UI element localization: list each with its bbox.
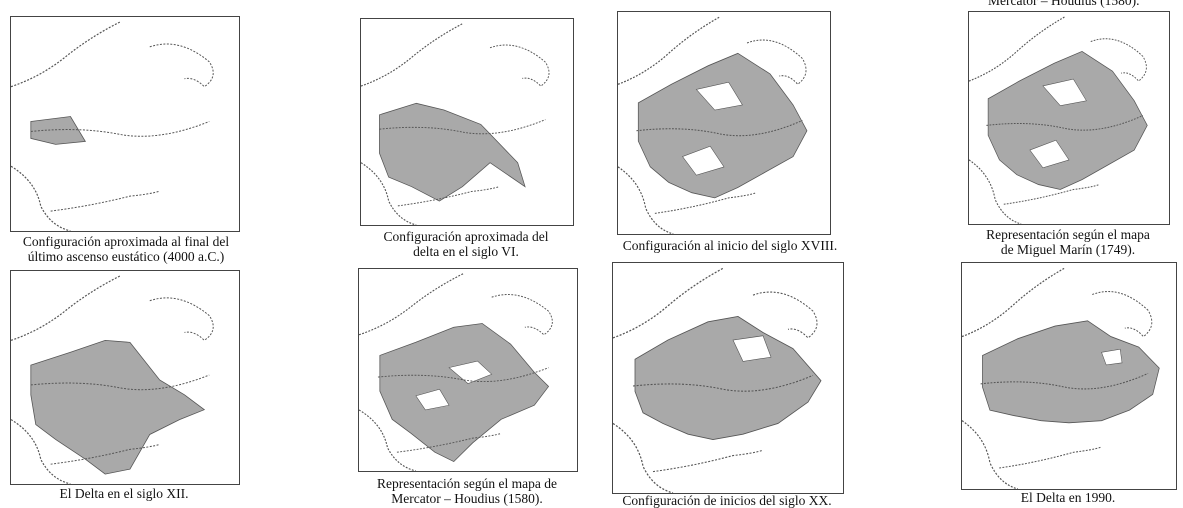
- north-coastline: [11, 21, 121, 88]
- southern-spit: [50, 443, 160, 465]
- north-coastline: [962, 267, 1065, 338]
- southern-spit: [1003, 184, 1100, 205]
- south-coastline: [613, 422, 674, 493]
- southern-spit: [654, 192, 757, 214]
- southern-spit: [999, 446, 1102, 469]
- map-caption-8-line-1: El Delta en 1990.: [1020, 490, 1116, 505]
- map-panel-3: [617, 11, 831, 235]
- south-coastline: [969, 159, 1022, 224]
- lagoon: [448, 360, 493, 384]
- southern-spit: [397, 186, 500, 207]
- map-caption-2-line-1: Configuración aproximada del: [383, 229, 549, 244]
- northern-spit: [752, 291, 818, 339]
- map-panel-5: [10, 270, 240, 485]
- delta-land: [987, 51, 1148, 190]
- northern-spit: [149, 43, 214, 88]
- lagoon: [695, 81, 743, 111]
- delta-map-6: [359, 273, 553, 471]
- map-panel-2: [360, 18, 574, 226]
- north-coastline: [361, 23, 463, 87]
- northern-spit: [746, 39, 807, 85]
- map-caption-1: Configuración aproximada al final del úl…: [0, 234, 252, 264]
- map-caption-6: Representación según el mapa de Mercator…: [350, 476, 584, 506]
- delta-land: [379, 102, 526, 202]
- cut-caption: Mercator – Houdius (1580).: [988, 0, 1178, 9]
- north-coastline: [359, 273, 464, 336]
- map-caption-7-line-1: Configuración de inicios del siglo XX.: [622, 493, 832, 508]
- north-coastline: [613, 267, 724, 339]
- map-caption-6-line-2: Mercator – Houdius (1580).: [391, 491, 543, 506]
- south-coastline: [361, 162, 417, 225]
- river-channel: [980, 372, 1149, 390]
- northern-spit: [1092, 291, 1153, 338]
- map-panel-6: [358, 268, 578, 472]
- lagoon: [1029, 139, 1070, 169]
- lagoon: [1042, 78, 1087, 106]
- river-channel: [379, 119, 546, 135]
- map-caption-2: Configuración aproximada del delta en el…: [355, 229, 577, 259]
- map-caption-4-line-2: de Miguel Marín (1749).: [1000, 242, 1136, 257]
- north-coastline: [11, 275, 121, 341]
- south-coastline: [962, 420, 1018, 489]
- river-channel: [632, 374, 814, 392]
- northern-spit: [1090, 38, 1147, 82]
- lagoon: [732, 335, 772, 362]
- map-caption-1-line-2: último ascenso eustático (4000 a.C.): [27, 249, 225, 264]
- delta-land: [982, 320, 1160, 424]
- lagoon: [682, 145, 725, 176]
- delta-map-3: [618, 16, 808, 234]
- delta-land: [637, 52, 808, 199]
- delta-map-5: [11, 275, 214, 484]
- delta-land: [30, 339, 206, 475]
- lagoon: [1101, 348, 1123, 366]
- delta-map-4: [969, 16, 1148, 224]
- south-coastline: [618, 166, 674, 234]
- river-channel: [636, 119, 803, 137]
- map-panel-7: [612, 262, 844, 494]
- northern-spit: [149, 297, 214, 341]
- delta-map-7: [613, 267, 822, 493]
- cut-caption-text: Mercator – Houdius (1580).: [988, 0, 1140, 8]
- delta-land: [634, 316, 822, 440]
- river-channel: [30, 374, 210, 391]
- lagoon: [415, 388, 450, 411]
- river-channel: [30, 121, 210, 137]
- map-panel-1: [10, 16, 240, 232]
- south-coastline: [11, 165, 71, 231]
- map-caption-4: Representación según el mapa de Miguel M…: [963, 227, 1173, 257]
- southern-spit: [396, 432, 502, 453]
- map-caption-5-line-1: El Delta en el siglo XII.: [59, 486, 189, 501]
- map-caption-6-line-1: Representación según el mapa de: [377, 476, 557, 491]
- map-panel-4: [968, 11, 1170, 225]
- map-caption-8: El Delta en 1990.: [961, 490, 1175, 505]
- delta-land: [379, 323, 550, 463]
- southern-spit: [50, 190, 160, 212]
- delta-map-2: [361, 23, 550, 225]
- south-coastline: [11, 419, 71, 484]
- map-caption-4-line-1: Representación según el mapa: [986, 227, 1150, 242]
- delta-map-1: [11, 21, 214, 231]
- delta-land: [30, 116, 87, 145]
- north-coastline: [969, 16, 1065, 82]
- map-panel-8: [961, 262, 1177, 490]
- river-channel: [986, 115, 1144, 131]
- map-caption-1-line-1: Configuración aproximada al final del: [22, 234, 230, 249]
- delta-map-8: [962, 267, 1160, 489]
- map-caption-5: El Delta en el siglo XII.: [10, 486, 238, 501]
- map-caption-3-line-1: Configuración al inicio del siglo XVIII.: [622, 238, 838, 253]
- map-caption-3: Configuración al inicio del siglo XVIII.: [600, 238, 860, 253]
- southern-spit: [652, 449, 764, 473]
- northern-spit: [489, 44, 550, 87]
- river-channel: [377, 367, 549, 382]
- map-caption-7: Configuración de inicios del siglo XX.: [598, 493, 856, 508]
- map-caption-2-line-2: delta en el siglo VI.: [413, 244, 519, 259]
- north-coastline: [618, 16, 720, 85]
- south-coastline: [359, 409, 417, 471]
- northern-spit: [491, 294, 553, 336]
